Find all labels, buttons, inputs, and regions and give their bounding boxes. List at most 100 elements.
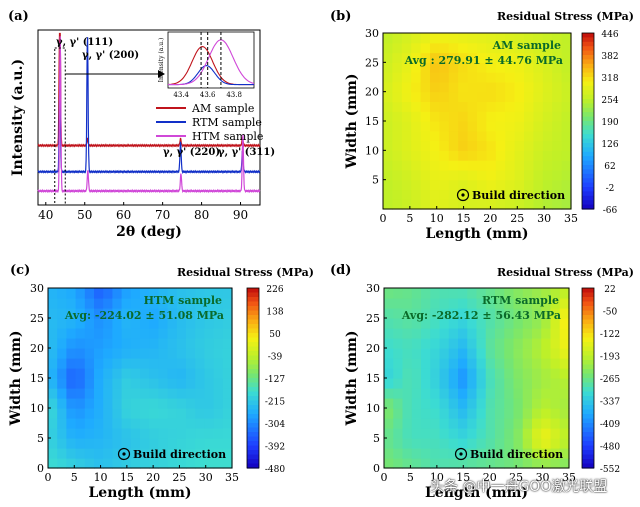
heatmap-cell <box>167 418 178 429</box>
heatmap-cell <box>458 91 469 103</box>
heatmap-cell <box>486 130 497 142</box>
heatmap-cell <box>393 388 404 399</box>
heatmap-cell <box>486 101 497 112</box>
colorbar-tick-label: -480 <box>600 443 620 453</box>
heatmap-cell <box>552 189 563 200</box>
heatmap-cell <box>213 328 224 339</box>
colorbar-segment <box>582 94 594 100</box>
heatmap-cell <box>458 62 469 73</box>
heatmap-cell <box>411 458 422 469</box>
heatmap-cell <box>430 418 441 429</box>
heatmap-cell <box>476 388 487 399</box>
heatmap-cell <box>383 33 393 44</box>
heatmap-cell <box>533 52 544 63</box>
heatmap-cell <box>421 288 431 299</box>
heatmap-cell <box>103 358 113 369</box>
heatmap-cell <box>486 33 497 44</box>
heatmap-cell <box>458 33 469 44</box>
heatmap-cell <box>213 458 224 469</box>
heatmap-cell <box>430 318 441 329</box>
heatmap-cell <box>458 418 468 429</box>
heatmap-cell <box>550 428 561 439</box>
heatmap-cell <box>448 121 459 132</box>
heatmap-cell <box>103 328 113 339</box>
heatmap-cell <box>66 378 77 389</box>
x-tick-label: 10 <box>430 471 444 484</box>
heatmap-cell <box>57 398 67 409</box>
colorbar-segment <box>582 315 594 321</box>
heatmap-cell <box>149 448 159 459</box>
colorbar-segment <box>247 288 259 294</box>
heatmap-cell <box>103 388 113 399</box>
heatmap-cell <box>158 308 169 319</box>
heatmap-cell <box>421 428 431 439</box>
heatmap-cell <box>121 358 132 369</box>
heatmap-cell <box>112 338 123 349</box>
htm-residual-stress-heatmap: (c) Residual Stress (MPa) 0 5 10 15 20 25 30 35 0 5… <box>8 263 314 501</box>
heatmap-cell <box>411 288 422 299</box>
heatmap-cell <box>430 111 440 122</box>
panel-b-am-heatmap: (b) Residual Stress (MPa) 0 5 10 15 20 25 30 35 5 1… <box>320 0 640 254</box>
heatmap-cell <box>57 348 67 359</box>
heatmap-cell <box>411 358 422 369</box>
heatmap-cell <box>411 150 422 161</box>
heatmap-cell <box>393 408 404 419</box>
heatmap-cell <box>112 418 123 429</box>
heatmap-cell <box>477 169 487 181</box>
heatmap-cell <box>411 62 422 73</box>
heatmap-cell <box>213 298 224 309</box>
colorbar-segment <box>582 400 594 406</box>
heatmap-cell <box>541 318 552 329</box>
average-label: Avg: -282.12 ± 56.43 MPa <box>401 309 561 322</box>
colorbar-tick-label: 382 <box>601 52 618 62</box>
heatmap-cell <box>532 408 542 419</box>
heatmap-cell <box>542 199 553 210</box>
heatmap-cell <box>186 408 196 419</box>
heatmap-cell <box>495 388 505 399</box>
colorbar-segment <box>582 81 594 87</box>
colorbar-segment <box>582 463 594 469</box>
heatmap-cell <box>421 438 431 449</box>
y-axis-title: Width (mm) <box>344 74 360 170</box>
heatmap-cell <box>176 288 187 299</box>
heatmap-cell <box>476 448 487 459</box>
heatmap-cell <box>524 33 534 44</box>
heatmap-cell <box>411 140 422 151</box>
heatmap-cell <box>505 179 516 191</box>
heatmap-cell <box>458 72 469 83</box>
heatmap-cell <box>550 438 561 449</box>
colorbar-title: Residual Stress (MPa) <box>497 266 634 279</box>
x-tick-label: 0 <box>381 471 388 484</box>
heatmap-cell <box>522 438 533 449</box>
heatmap-cell <box>513 438 524 449</box>
heatmap-cell <box>158 378 169 389</box>
heatmap-cell <box>513 328 524 339</box>
heatmap-cell <box>186 428 196 439</box>
heatmap-cell <box>158 358 169 369</box>
heatmap-cell <box>393 328 404 339</box>
colorbar-segment <box>247 382 259 388</box>
x-tick-label: 15 <box>456 471 470 484</box>
heatmap-cell <box>495 308 505 319</box>
colorbar-segment <box>582 360 594 366</box>
heatmap-cell <box>439 140 450 151</box>
heatmap-cell <box>495 318 505 329</box>
heatmap-cell <box>513 388 524 399</box>
heatmap-cell <box>458 130 469 142</box>
heatmap-cell <box>439 328 450 339</box>
colorbar-segment <box>582 382 594 388</box>
heatmap-cell <box>486 62 497 73</box>
heatmap-cell <box>467 130 478 142</box>
heatmap-cell <box>176 318 187 329</box>
heatmap-cell <box>504 438 515 449</box>
colorbar-frame <box>581 287 595 469</box>
heatmap-cell <box>448 418 459 429</box>
heatmap-cell <box>393 338 404 349</box>
heatmap-cell <box>552 52 563 63</box>
heatmap-cell <box>559 358 570 369</box>
heatmap-cell <box>393 458 404 469</box>
heatmap-cell <box>542 101 553 112</box>
heatmap-cell <box>524 169 534 181</box>
heatmap-cell <box>550 388 561 399</box>
x-tick-label: 40 <box>38 208 53 222</box>
